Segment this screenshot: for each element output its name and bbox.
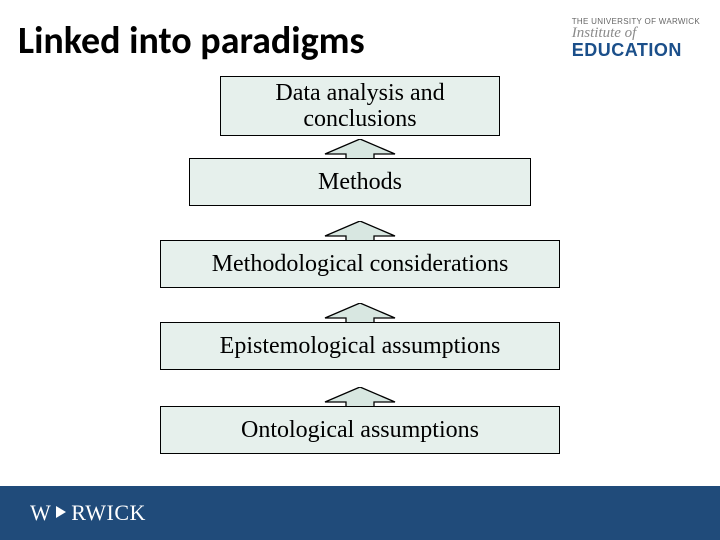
logo-institute-line: Institute of (572, 26, 700, 41)
diagram-level-0: Data analysis andconclusions (220, 76, 500, 136)
diagram-level-4: Ontological assumptions (160, 406, 560, 454)
diagram-level-1: Methods (189, 158, 531, 206)
diagram-level-3: Epistemological assumptions (160, 322, 560, 370)
box-methods: Methods (189, 158, 531, 206)
box-epistemological: Epistemological assumptions (160, 322, 560, 370)
footer-logo-w: W (30, 500, 51, 526)
box-data-analysis: Data analysis andconclusions (220, 76, 500, 136)
footer-bar: W RWICK (0, 486, 720, 540)
page-title: Linked into paradigms (18, 18, 365, 64)
diagram-level-2: Methodological considerations (160, 240, 560, 288)
institution-logo: THE UNIVERSITY OF WARWICK Institute of E… (572, 18, 700, 59)
box-methodological: Methodological considerations (160, 240, 560, 288)
footer-logo-rest: RWICK (71, 500, 146, 526)
footer-logo-triangle-icon (56, 506, 66, 518)
warwick-logo: W RWICK (30, 500, 146, 526)
box-ontological: Ontological assumptions (160, 406, 560, 454)
logo-education-line: EDUCATION (572, 41, 700, 59)
